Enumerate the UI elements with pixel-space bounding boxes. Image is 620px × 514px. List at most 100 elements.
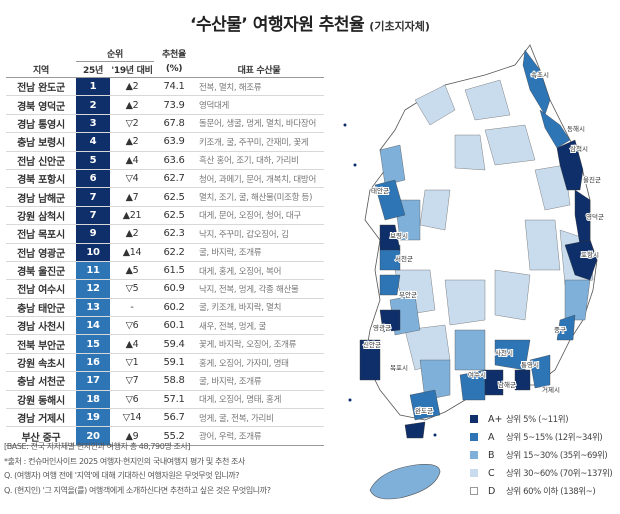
map-label: 통영시 (521, 360, 539, 369)
header-rank-change: '19년 대비 (110, 61, 154, 78)
table-row: 경남 사천시 14 ▽6 60.1 새우, 전복, 멍게, 굴 (6, 316, 324, 336)
map-label: 영광군 (373, 323, 391, 332)
map-label: 거제시 (542, 385, 560, 394)
legend-desc: 상위 5~15% (12위~34위) (506, 433, 603, 443)
rank-cell: 3 (76, 114, 110, 134)
rank-change-cell: ▲21 (110, 206, 154, 226)
items-cell: 영덕대게 (194, 95, 324, 115)
header-items: 대표 수산물 (194, 46, 324, 78)
rank-cell: 19 (76, 408, 110, 428)
region-cell: 충남 보령시 (6, 132, 76, 152)
rank-change-cell: ▽6 (110, 316, 154, 336)
items-cell: 전복, 멸치, 해조류 (194, 77, 324, 97)
table-row: 경남 거제시 19 ▽14 56.7 멍게, 굴, 전복, 가리비 (6, 408, 324, 428)
map-label: 삼척시 (570, 144, 588, 153)
table-row: 충남 서천군 17 ▽7 58.8 굴, 바지락, 조개류 (6, 371, 324, 391)
items-cell: 홍게, 오징어, 가자미, 명태 (194, 353, 324, 373)
rate-cell: 57.1 (154, 390, 194, 410)
rate-cell: 56.7 (154, 408, 194, 428)
rank-cell: 10 (76, 243, 110, 262)
rank-cell: 1 (76, 77, 110, 97)
map-label: 울진군 (583, 175, 601, 184)
items-cell: 대게, 홍게, 오징어, 복어 (194, 261, 324, 281)
legend-grade: A+ (488, 413, 503, 425)
map-label: 영덕군 (586, 212, 604, 221)
legend-grade: B (488, 449, 495, 461)
region-cell: 강원 동해시 (6, 390, 76, 410)
region-cell: 경남 사천시 (6, 316, 76, 336)
rate-cell: 62.3 (154, 224, 194, 244)
table-row: 강원 속초시 16 ▽1 59.1 홍게, 오징어, 가자미, 명태 (6, 353, 324, 373)
header-rank-25: 25년 (76, 61, 110, 78)
legend-grade: A (488, 431, 495, 443)
items-cell: 꽃게, 바지락, 오징어, 조개류 (194, 334, 324, 354)
region-cell: 강원 삼척시 (6, 206, 76, 226)
legend-item: C 상위 30~60% (70위~137위) (470, 464, 620, 482)
region-cell: 전북 부안군 (6, 334, 76, 354)
map-label: 중구 (554, 326, 566, 334)
rank-change-cell: ▲4 (110, 151, 154, 170)
items-cell: 굴, 바지락, 조개류 (194, 371, 324, 391)
region-cell: 경남 거제시 (6, 408, 76, 428)
rank-cell: 16 (76, 353, 110, 373)
note-question-local: Q. (현지인) '그 지역을(를) 여행객에게 소개하신다면 추천하고 싶은 … (4, 485, 271, 495)
rank-change-cell: ▽7 (110, 371, 154, 391)
rate-cell: 60.2 (154, 298, 194, 318)
map-label: 남해군 (498, 380, 516, 389)
ranking-table: 지역 순위 추천율 대표 수산물 25년 '19년 대비 (%) 전남 완도군 1… (6, 46, 324, 446)
items-cell: 새우, 전복, 멍게, 굴 (194, 316, 324, 336)
region-cell: 전남 목포시 (6, 224, 76, 244)
legend-desc: 상위 15~30% (35위~69위) (506, 451, 608, 461)
items-cell: 돌문어, 생굴, 멍게, 멸치, 바다장어 (194, 114, 324, 134)
table-row: 경북 울진군 11 ▲5 61.5 대게, 홍게, 오징어, 복어 (6, 261, 324, 281)
header-rate: 추천율 (162, 50, 186, 61)
table-row: 강원 동해시 18 ▽6 57.1 대게, 오징어, 명태, 홍게 (6, 390, 324, 410)
rate-cell: 74.1 (154, 77, 194, 97)
rank-cell: 13 (76, 298, 110, 318)
map-label: 보령시 (390, 232, 408, 240)
notes: [BASE: 전국 지자체별 현지인과 여행자 총 48,790명 조사] *출… (4, 440, 334, 498)
region-cell: 충남 서천군 (6, 371, 76, 391)
table-row: 충남 태안군 13-60.2 굴, 키조개, 바지락, 멸치 (6, 298, 324, 318)
chart-title: ‘수산물’ 여행자원 추천율 (기초지자체) (0, 10, 620, 35)
table-row: 강원 삼척시 7 ▲21 62.5 대게, 문어, 오징어, 청어, 대구 (6, 206, 324, 226)
rank-change-cell: ▽6 (110, 390, 154, 410)
rank-change-cell: ▲4 (110, 334, 154, 354)
rank-cell: 20 (76, 426, 110, 446)
rank-cell: 15 (76, 334, 110, 354)
rank-change-cell: ▲2 (110, 132, 154, 152)
map-legend: A+ 상위 5% (~11위) A 상위 5~15% (12위~34위) B 상위 15~… (470, 410, 620, 500)
title-sub: (기초지자체) (369, 20, 430, 33)
rank-change-cell: ▲7 (110, 187, 154, 207)
rank-cell: 7 (76, 206, 110, 226)
items-cell: 키조개, 굴, 주꾸미, 간재미, 꽃게 (194, 132, 324, 152)
rank-cell: 4 (76, 132, 110, 152)
map-label: 동해시 (567, 124, 585, 133)
rank-change-cell: ▽2 (110, 114, 154, 134)
rate-cell: 62.5 (154, 187, 194, 207)
items-cell: 굴, 키조개, 바지락, 멸치 (194, 298, 324, 318)
jeju-island (369, 464, 441, 500)
region-cell: 경북 울진군 (6, 261, 76, 281)
region-cell: 부산 중구 (6, 426, 76, 446)
legend-desc: 상위 60% 이하 (138위~) (506, 487, 596, 497)
rank-cell: 11 (76, 261, 110, 281)
map-label: 완도군 (415, 407, 433, 415)
rank-change-cell: ▽1 (110, 353, 154, 373)
table-row: 전남 목포시 9 ▲2 62.3 낙지, 주꾸미, 갑오징어, 김 (6, 224, 324, 244)
legend-swatch-icon (470, 451, 478, 459)
region-cell: 강원 속초시 (6, 353, 76, 373)
table-row: 경남 통영시 3 ▽2 67.8 돌문어, 생굴, 멍게, 멸치, 바다장어 (6, 114, 324, 134)
table-row: 전남 완도군 1 ▲2 74.1 전복, 멸치, 해조류 (6, 77, 324, 97)
items-cell: 흑산 홍어, 조기, 대하, 가리비 (194, 151, 324, 170)
table-row: 경북 포항시 6 ▽4 62.7 청어, 과메기, 문어, 개복치, 대방어 (6, 169, 324, 189)
map-label: 신안군 (363, 340, 381, 349)
map-label: 포항시 (581, 250, 599, 259)
legend-swatch-icon (470, 415, 478, 423)
rate-cell: 62.5 (154, 206, 194, 226)
rank-cell: 17 (76, 371, 110, 391)
rate-cell: 63.6 (154, 151, 194, 170)
legend-item: B 상위 15~30% (35위~69위) (470, 446, 620, 464)
items-cell: 대게, 문어, 오징어, 청어, 대구 (194, 206, 324, 226)
